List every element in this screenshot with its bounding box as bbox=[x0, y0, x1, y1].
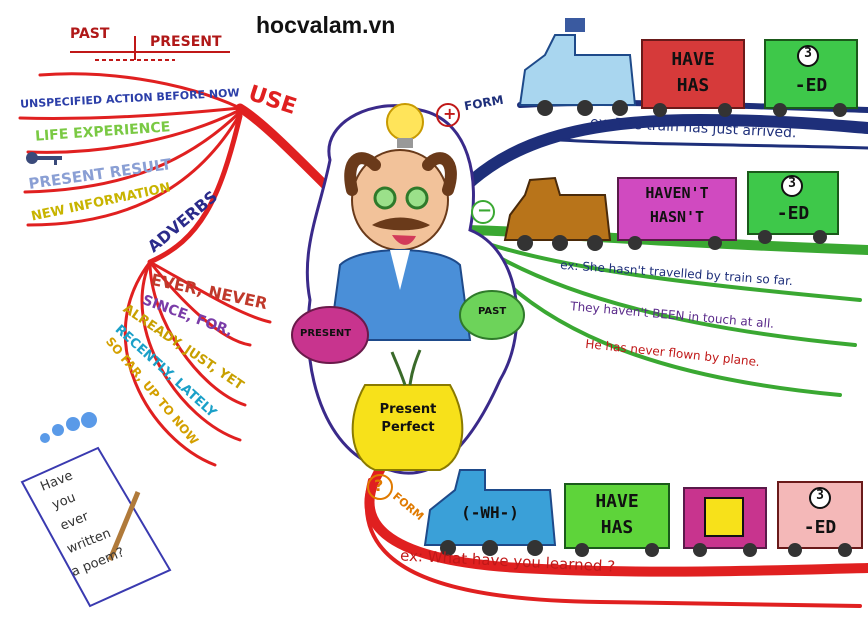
negative-car2-ed: -ED bbox=[776, 203, 810, 224]
question-car3-ed: -ED bbox=[803, 517, 837, 538]
question-car1-has: HAS bbox=[600, 517, 634, 538]
positive-car1-has: HAS bbox=[676, 75, 710, 96]
professor-figure bbox=[305, 103, 519, 475]
question-car1-have: HAVE bbox=[595, 491, 639, 512]
pot-label-line1: Present bbox=[379, 402, 437, 417]
present-balloon-label: PRESENT bbox=[300, 328, 352, 339]
key-icon bbox=[26, 152, 62, 165]
use-branches bbox=[18, 72, 335, 467]
timeline-past-label: PAST bbox=[70, 26, 110, 42]
positive-train bbox=[518, 18, 858, 117]
pot-label-line2: Perfect bbox=[381, 420, 435, 435]
positive-car2-number: 3 bbox=[804, 46, 812, 61]
question-branch bbox=[364, 465, 868, 608]
negative-car1-havent: HAVEN'T bbox=[645, 184, 709, 202]
minus-symbol-circle bbox=[471, 200, 495, 224]
past-present-timeline bbox=[70, 36, 230, 61]
plus-symbol: + bbox=[443, 104, 457, 123]
site-title[interactable]: hocvalam.vn bbox=[256, 12, 396, 38]
timeline-present-label: PRESENT bbox=[150, 34, 222, 50]
negative-train bbox=[503, 171, 839, 251]
plus-symbol-circle bbox=[436, 103, 460, 127]
note-paper bbox=[20, 412, 172, 608]
present-perfect-pot bbox=[351, 384, 464, 471]
present-balloon bbox=[291, 306, 369, 364]
question-symbol: ? bbox=[374, 476, 384, 495]
negative-car2-number: 3 bbox=[788, 176, 796, 191]
positive-car1-have: HAVE bbox=[671, 49, 715, 70]
question-engine-wh: (-WH-) bbox=[461, 503, 519, 522]
positive-car2-ed: -ED bbox=[794, 75, 828, 96]
question-car3-number: 3 bbox=[816, 488, 824, 503]
past-balloon bbox=[459, 290, 525, 340]
negative-car1-hasnt: HASN'T bbox=[649, 208, 705, 226]
lightbulb-icon bbox=[386, 103, 424, 141]
question-symbol-circle bbox=[367, 474, 393, 500]
minus-symbol: − bbox=[477, 200, 493, 221]
past-balloon-label: PAST bbox=[478, 306, 507, 317]
question-train bbox=[423, 469, 863, 557]
